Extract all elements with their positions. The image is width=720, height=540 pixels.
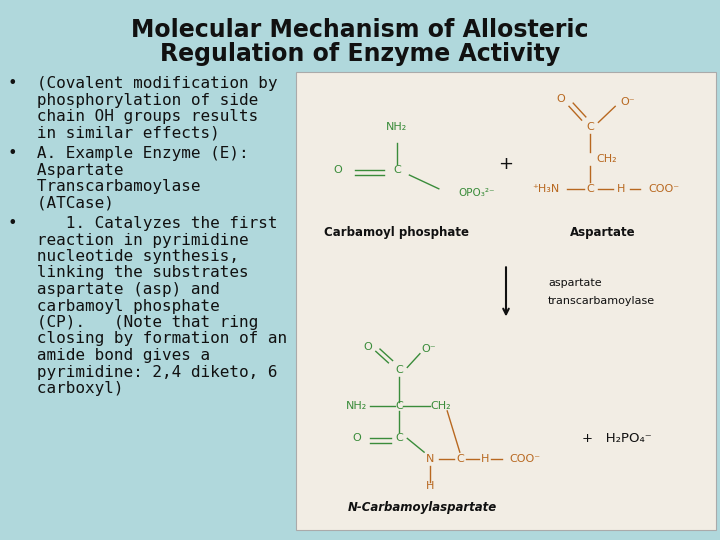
Bar [296,72,716,530]
Text: in similar effects): in similar effects) [8,125,220,140]
Text: C: C [586,122,594,132]
Text: O: O [363,342,372,352]
Text: chain OH groups results: chain OH groups results [8,109,258,124]
Text: NH₂: NH₂ [386,122,408,132]
Text: amide bond gives a: amide bond gives a [8,348,210,363]
Text: NH₂: NH₂ [346,401,367,411]
Text: C: C [456,454,464,464]
Text: phosphorylation of side: phosphorylation of side [8,92,258,107]
Text: (CP).   (Note that ring: (CP). (Note that ring [8,315,258,330]
Text: N-Carbamoylaspartate: N-Carbamoylaspartate [347,501,497,514]
Text: ⁺H₃N: ⁺H₃N [532,184,559,194]
Text: carbamoyl phosphate: carbamoyl phosphate [8,299,220,314]
Text: H: H [481,454,489,464]
Text: C: C [395,434,402,443]
Text: transcarbamoylase: transcarbamoylase [548,296,655,306]
Text: CH₂: CH₂ [596,154,617,164]
Text: CH₂: CH₂ [431,401,451,411]
Text: +   H₂PO₄⁻: + H₂PO₄⁻ [582,432,652,445]
Text: closing by formation of an: closing by formation of an [8,332,287,347]
Text: Transcarbamoylase: Transcarbamoylase [8,179,200,194]
Text: C: C [395,401,402,411]
Text: C: C [393,165,400,176]
Text: aspartate (asp) and: aspartate (asp) and [8,282,220,297]
Text: O⁻: O⁻ [621,97,635,107]
Text: COO⁻: COO⁻ [509,454,541,464]
Text: Aspartate: Aspartate [570,226,636,239]
Text: C: C [586,184,594,194]
Text: •  A. Example Enzyme (E):: • A. Example Enzyme (E): [8,146,248,161]
Text: N: N [426,454,435,464]
Text: H: H [426,482,435,491]
Text: OPO₃²⁻: OPO₃²⁻ [459,188,495,198]
Text: O: O [333,165,343,176]
Text: Molecular Mechanism of Allosteric: Molecular Mechanism of Allosteric [131,18,589,42]
Text: aspartate: aspartate [548,278,602,288]
Text: COO⁻: COO⁻ [648,184,679,194]
Text: Regulation of Enzyme Activity: Regulation of Enzyme Activity [160,42,560,66]
Text: reaction in pyrimidine: reaction in pyrimidine [8,233,248,247]
Text: •  (Covalent modification by: • (Covalent modification by [8,76,277,91]
Text: O: O [353,434,361,443]
Text: +: + [498,154,513,173]
Text: C: C [395,364,402,375]
Text: (ATCase): (ATCase) [8,195,114,211]
Text: O: O [557,94,565,104]
Text: carboxyl): carboxyl) [8,381,124,396]
Text: H: H [617,184,626,194]
Text: O⁻: O⁻ [421,344,436,354]
Text: Aspartate: Aspartate [8,163,124,178]
Text: •     1. Catalyzes the first: • 1. Catalyzes the first [8,216,277,231]
Text: pyrimidine: 2,4 diketo, 6: pyrimidine: 2,4 diketo, 6 [8,364,277,380]
Text: linking the substrates: linking the substrates [8,266,248,280]
Text: Carbamoyl phosphate: Carbamoyl phosphate [324,226,469,239]
Text: nucleotide synthesis,: nucleotide synthesis, [8,249,239,264]
